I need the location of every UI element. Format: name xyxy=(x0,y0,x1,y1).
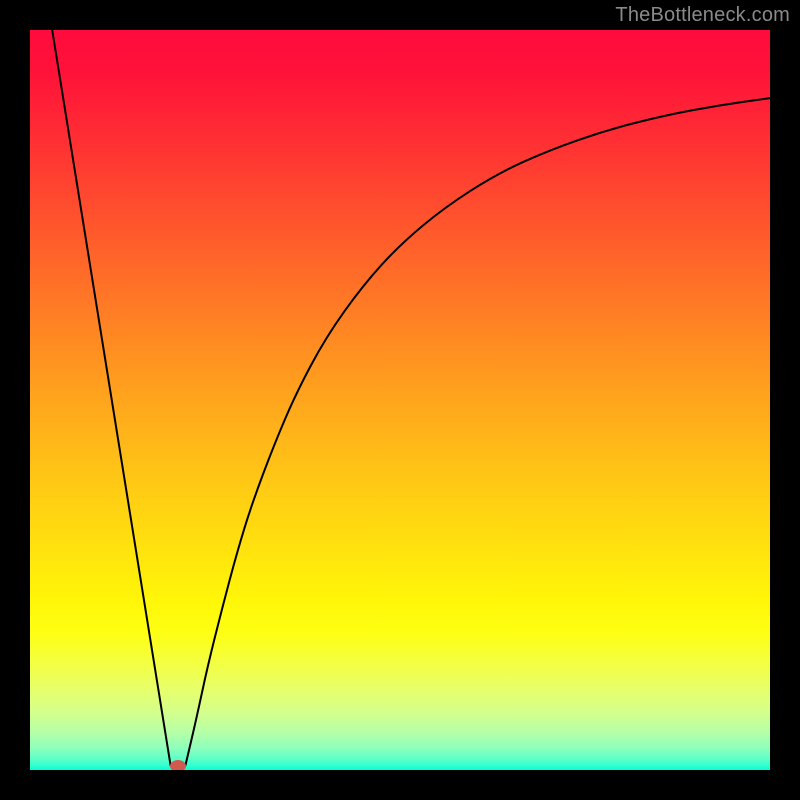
curve-left xyxy=(52,30,170,766)
curve-layer xyxy=(30,30,770,770)
curve-right xyxy=(185,98,770,765)
watermark-text: TheBottleneck.com xyxy=(615,4,790,27)
minimum-marker xyxy=(170,760,186,770)
plot-area xyxy=(30,30,770,770)
chart-container: TheBottleneck.com xyxy=(0,0,800,800)
